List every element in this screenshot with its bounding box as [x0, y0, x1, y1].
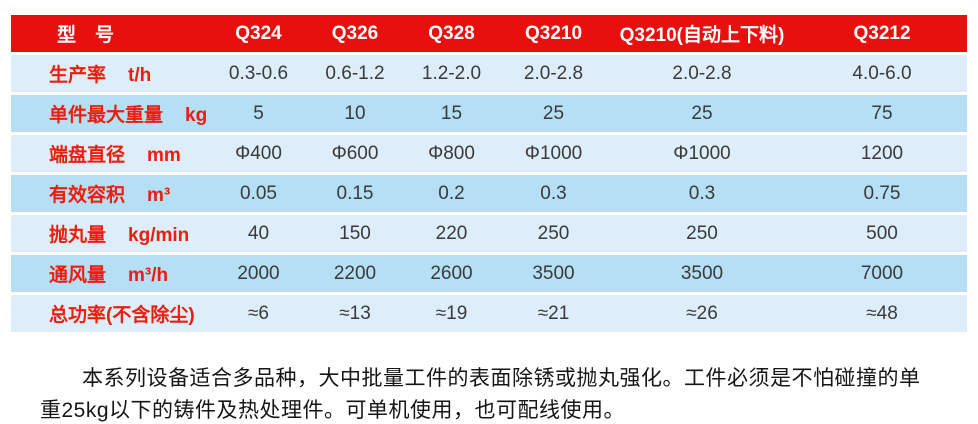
- spec-value: 0.05: [240, 182, 277, 204]
- table-row-total-power: 总功率(不含除尘) ≈6 ≈13 ≈19 ≈21 ≈26 ≈48: [11, 295, 967, 332]
- table-row-max-piece-weight: 单件最大重量 kg 5 10 15 25 25 75: [11, 95, 967, 132]
- spec-value: 500: [866, 222, 898, 244]
- table-row-production-rate: 生产率 t/h 0.3-0.6 0.6-1.2 1.2-2.0 2.0-2.8 2…: [11, 55, 967, 92]
- row-unit: m³: [147, 185, 171, 206]
- spec-value: 0.3: [688, 182, 716, 204]
- row-label-cell: 单件最大重量 kg: [11, 95, 210, 132]
- row-label-cell: 通风量 m³/h: [11, 255, 210, 292]
- spec-value: 3500: [680, 262, 724, 284]
- spec-value: 1.2-2.0: [421, 62, 482, 84]
- row-label-cell: 端盘直径 mm: [11, 135, 210, 172]
- spec-value: 250: [537, 222, 570, 244]
- table-row-shot-flow: 抛丸量 kg/min 40 150 220 250 250 500: [11, 215, 967, 252]
- row-unit: m³/h: [128, 265, 169, 286]
- spec-value: 0.3-0.6: [228, 62, 289, 84]
- header-row: 型 号 Q324 Q326 Q328 Q3210 Q3210(自动上下料) Q3…: [11, 15, 967, 52]
- spec-value: 2.0-2.8: [672, 62, 732, 84]
- col-header-q3212: Q3212: [853, 22, 911, 44]
- spec-value: 15: [440, 102, 463, 124]
- col-header-q328: Q328: [428, 22, 475, 44]
- spec-value: 2600: [430, 262, 473, 284]
- spec-value: Φ600: [331, 142, 379, 164]
- row-label-cell: 总功率(不含除尘): [11, 295, 210, 332]
- col-header-q3210: Q3210: [524, 22, 583, 44]
- spec-value: 0.2: [438, 182, 465, 204]
- spec-value: Φ400: [235, 142, 282, 164]
- row-label-cell: 抛丸量 kg/min: [11, 215, 210, 252]
- row-unit: kg/min: [128, 225, 190, 246]
- catalog-page: 型 号 Q324 Q326 Q328 Q3210 Q3210(自动上下料) Q3…: [0, 12, 978, 424]
- description-paragraph: 本系列设备适合多品种，大中批量工件的表面除锈或抛丸强化。工件必须是不怕碰撞的单重…: [40, 367, 921, 422]
- spec-value: ≈19: [435, 302, 468, 324]
- spec-value: 0.3: [540, 182, 567, 204]
- spec-value: 2200: [333, 262, 377, 284]
- spec-value: 0.15: [336, 182, 374, 204]
- col-header-q3210-auto: Q3210(自动上下料): [619, 25, 785, 46]
- row-label: 生产率: [49, 65, 107, 86]
- spec-value: 2000: [237, 262, 280, 284]
- spec-value: 2.0-2.8: [523, 62, 584, 84]
- table-row-effective-volume: 有效容积 m³ 0.05 0.15 0.2 0.3 0.3 0.75: [11, 175, 967, 212]
- spec-value: Φ1000: [524, 142, 583, 164]
- col-header-model: 型 号: [57, 25, 115, 46]
- spec-value: 75: [871, 102, 893, 124]
- row-label-cell: 生产率 t/h: [11, 55, 210, 92]
- row-label: 抛丸量: [49, 225, 107, 246]
- spec-value: ≈21: [537, 302, 570, 324]
- spec-value: 40: [247, 222, 270, 244]
- spec-value: 1200: [860, 142, 904, 164]
- row-unit: t/h: [128, 65, 152, 86]
- spec-value: 0.75: [863, 182, 901, 204]
- spec-value: ≈6: [248, 302, 269, 324]
- spec-value: 0.6-1.2: [325, 62, 385, 84]
- spec-value: Φ1000: [673, 142, 731, 164]
- spec-value: 250: [686, 222, 718, 244]
- table-row-disc-diameter: 端盘直径 mm Φ400 Φ600 Φ800 Φ1000 Φ1000 1200: [11, 135, 967, 172]
- spec-value: 4.0-6.0: [852, 62, 912, 84]
- row-unit: kg: [185, 105, 208, 126]
- spec-value: 25: [542, 102, 565, 124]
- table-row-ventilation: 通风量 m³/h 2000 2200 2600 3500 3500 7000: [11, 255, 967, 292]
- spec-value: 25: [691, 102, 713, 124]
- spec-value: 7000: [860, 262, 904, 284]
- spec-value: ≈26: [686, 302, 718, 324]
- row-label: 单件最大重量: [49, 105, 164, 126]
- spec-value: 220: [435, 222, 468, 244]
- spec-value: ≈48: [866, 302, 898, 324]
- spec-value: 150: [339, 222, 371, 244]
- spec-value: 5: [253, 102, 264, 124]
- spec-value: 3500: [532, 262, 575, 284]
- spec-value: ≈13: [339, 302, 371, 324]
- spec-value: Φ800: [428, 142, 475, 164]
- row-label: 端盘直径: [49, 145, 126, 166]
- col-header-q326: Q326: [331, 22, 379, 44]
- row-unit: mm: [147, 145, 181, 166]
- row-label: 有效容积: [49, 185, 126, 206]
- row-label: 总功率(不含除尘): [49, 305, 195, 326]
- row-label: 通风量: [49, 265, 107, 286]
- spec-table: 型 号 Q324 Q326 Q328 Q3210 Q3210(自动上下料) Q3…: [11, 12, 967, 335]
- spec-value: 10: [344, 102, 366, 124]
- row-label-cell: 有效容积 m³: [11, 175, 210, 212]
- col-header-q324: Q324: [235, 22, 282, 44]
